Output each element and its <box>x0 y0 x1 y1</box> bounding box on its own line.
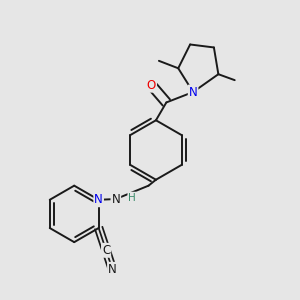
Text: N: N <box>111 193 120 206</box>
Text: C: C <box>102 244 110 257</box>
Text: O: O <box>147 79 156 92</box>
Text: H: H <box>128 193 136 202</box>
Text: N: N <box>94 193 103 206</box>
Text: N: N <box>189 85 197 98</box>
Text: N: N <box>108 263 117 276</box>
